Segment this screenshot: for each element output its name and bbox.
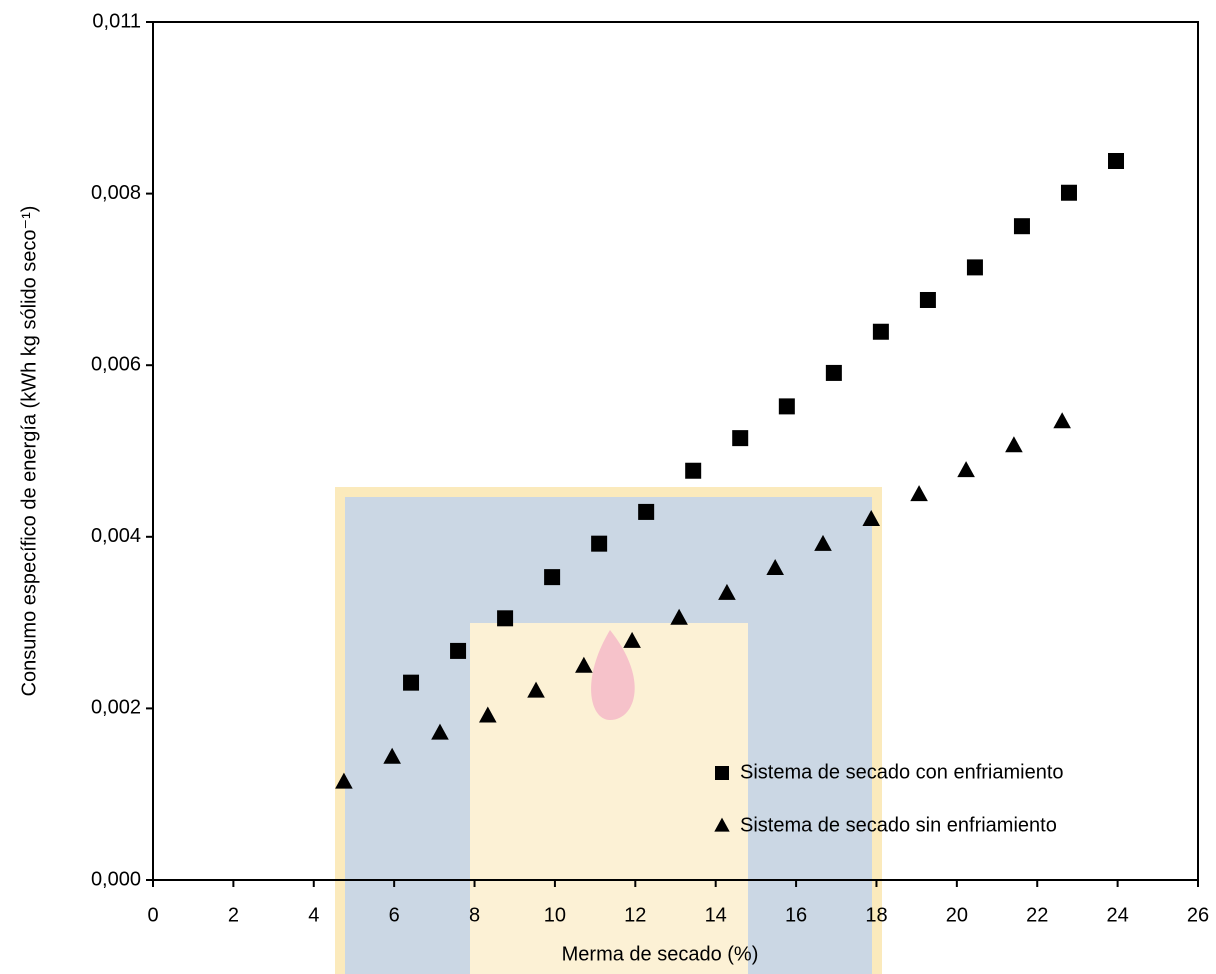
x-tick-label: 14: [705, 904, 727, 926]
triangle-marker: [1005, 436, 1023, 452]
square-marker: [1014, 218, 1030, 234]
square-marker: [497, 610, 513, 626]
square-marker: [715, 766, 729, 780]
y-tick-label: 0,006: [91, 353, 141, 375]
square-marker: [1061, 185, 1077, 201]
square-marker: [1108, 153, 1124, 169]
y-tick-label: 0,000: [91, 868, 141, 890]
chart: Merma de secado (%) Consumo específico d…: [0, 0, 1216, 974]
x-tick-label: 24: [1106, 904, 1128, 926]
square-marker: [544, 569, 560, 585]
x-tick-label: 20: [946, 904, 968, 926]
x-tick-label: 22: [1026, 904, 1048, 926]
x-tick-label: 12: [624, 904, 646, 926]
x-tick-label: 6: [389, 904, 400, 926]
y-tick-label: 0,008: [91, 182, 141, 204]
square-marker: [779, 398, 795, 414]
square-marker: [732, 430, 748, 446]
legend-label: Sistema de secado sin enfriamiento: [740, 814, 1057, 836]
y-axis-label: Consumo específico de energía (kWh kg só…: [18, 206, 40, 697]
square-marker: [826, 365, 842, 381]
square-marker: [967, 259, 983, 275]
x-axis-label: Merma de secado (%): [562, 943, 759, 965]
x-tick-label: 16: [785, 904, 807, 926]
x-tick-label: 10: [544, 904, 566, 926]
triangle-marker: [910, 485, 928, 501]
x-tick-label: 8: [469, 904, 480, 926]
square-marker: [873, 324, 889, 340]
watermark: [335, 487, 882, 974]
y-tick-label: 0,011: [92, 10, 141, 32]
square-marker: [685, 463, 701, 479]
x-tick-label: 26: [1187, 904, 1209, 926]
triangle-marker: [1053, 412, 1071, 428]
square-marker: [591, 536, 607, 552]
x-tick-label: 4: [308, 904, 319, 926]
x-tick-label: 18: [865, 904, 887, 926]
triangle-marker: [957, 461, 975, 477]
x-tick-label: 2: [228, 904, 239, 926]
square-marker: [403, 675, 419, 691]
y-tick-label: 0,004: [91, 525, 141, 547]
square-marker: [638, 504, 654, 520]
y-tick-label: 0,002: [91, 697, 141, 719]
x-tick-label: 0: [147, 904, 158, 926]
legend-label: Sistema de secado con enfriamiento: [740, 761, 1064, 783]
square-marker: [450, 643, 466, 659]
square-marker: [920, 292, 936, 308]
